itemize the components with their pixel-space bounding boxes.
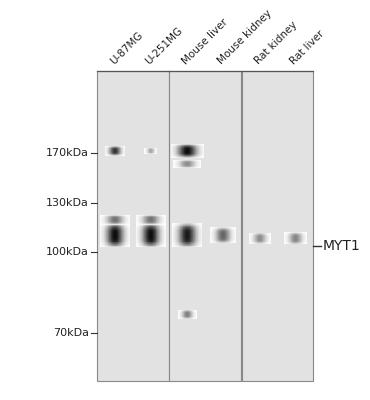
Bar: [97, 71, 169, 381]
Text: Mouse liver: Mouse liver: [180, 17, 230, 66]
Text: MYT1: MYT1: [323, 239, 360, 253]
Text: Mouse kidney: Mouse kidney: [216, 8, 274, 66]
Text: U-87MG: U-87MG: [108, 30, 144, 66]
Bar: [242, 71, 313, 381]
Text: U-251MG: U-251MG: [144, 25, 185, 66]
Text: 100kDa: 100kDa: [46, 247, 89, 257]
Bar: [169, 71, 241, 381]
Text: 70kDa: 70kDa: [53, 328, 89, 338]
Text: Rat kidney: Rat kidney: [253, 20, 299, 66]
Text: 170kDa: 170kDa: [46, 148, 89, 158]
Text: 130kDa: 130kDa: [46, 198, 89, 208]
Text: Rat liver: Rat liver: [289, 28, 326, 66]
